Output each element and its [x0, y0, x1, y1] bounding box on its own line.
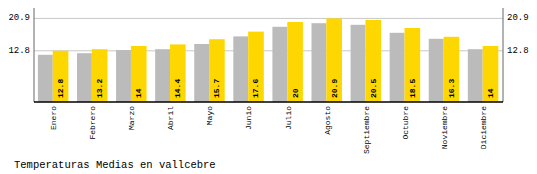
- x-tick-label: Junio: [244, 106, 253, 130]
- bar: [209, 39, 225, 102]
- y-axis-line: [34, 8, 35, 102]
- bar: [468, 49, 483, 102]
- y2-tick-label: 12.8: [507, 46, 529, 56]
- y-tick-label: 20.9: [8, 13, 30, 23]
- bar: [233, 36, 248, 102]
- x-tick-label: Octubre: [401, 106, 410, 140]
- bar: [194, 44, 209, 102]
- bar: [311, 23, 326, 102]
- bar: [155, 49, 170, 102]
- data-label: 17.6: [251, 79, 260, 98]
- bar: [390, 33, 405, 102]
- bar: [53, 51, 69, 102]
- bar: [405, 28, 421, 102]
- x-tick-label: Julio: [284, 106, 293, 130]
- x-tick-label: Mayo: [205, 106, 214, 125]
- bar: [287, 22, 303, 102]
- x-axis-line: [34, 101, 503, 103]
- data-label: 12.8: [56, 79, 65, 98]
- bar: [116, 50, 131, 102]
- bar: [351, 25, 366, 102]
- data-label: 14.4: [173, 79, 182, 98]
- grid-line: [34, 18, 503, 19]
- x-tick-label: Septiembre: [362, 106, 371, 154]
- y-tick-label: 12.8: [8, 46, 30, 56]
- bar: [365, 20, 381, 102]
- x-tick-label: Abril: [166, 106, 175, 130]
- x-tick-label: Noviembre: [440, 106, 449, 149]
- y2-axis-line: [503, 8, 504, 102]
- chart: 12.8 13.2 14 14.4 15.7 17.6 20 20.9 20.5 18.5 16.3…: [0, 0, 537, 174]
- data-label: 20: [291, 88, 300, 98]
- data-label: 16.3: [447, 79, 456, 98]
- y2-tick-label: 20.9: [507, 13, 529, 23]
- x-tick-label: Enero: [49, 106, 58, 130]
- bar: [483, 46, 499, 102]
- data-label: 14: [134, 88, 143, 98]
- x-tick-label: Diciembre: [479, 106, 488, 149]
- data-label: 15.7: [212, 79, 221, 98]
- bar: [92, 49, 108, 102]
- data-label: 20.9: [330, 79, 339, 98]
- bar: [77, 53, 92, 102]
- bar: [429, 39, 444, 102]
- data-label: 14: [486, 88, 495, 98]
- bar: [272, 27, 287, 102]
- bar: [38, 55, 53, 102]
- bar: [131, 46, 147, 102]
- title: Temperaturas Medias en vallcebre: [14, 159, 216, 171]
- data-label: 13.2: [95, 79, 104, 98]
- bar: [170, 44, 186, 102]
- data-label: 20.5: [369, 79, 378, 98]
- x-tick-label: Marzo: [127, 106, 136, 130]
- bar: [248, 32, 264, 102]
- x-tick-label: Agosto: [323, 106, 332, 135]
- bar: [444, 37, 460, 102]
- data-label: 18.5: [408, 79, 417, 98]
- bar: [326, 18, 342, 102]
- x-tick-label: Febrero: [88, 106, 97, 140]
- bars: [38, 18, 498, 102]
